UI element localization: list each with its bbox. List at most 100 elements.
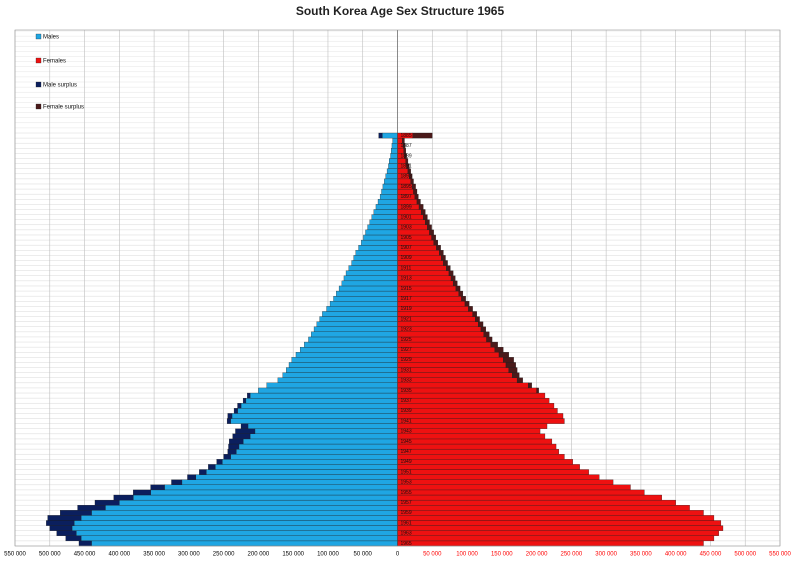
surplus-bar: [405, 158, 409, 164]
category-label: 1909: [401, 255, 412, 261]
x-tick-label: 200 000: [526, 552, 548, 558]
bar: [282, 372, 398, 378]
x-tick-label: 400 000: [108, 552, 130, 558]
surplus-bar: [378, 132, 383, 139]
bar: [397, 418, 565, 424]
legend-label: Female surplus: [43, 105, 84, 111]
bar: [311, 331, 398, 338]
bar: [299, 346, 398, 353]
legend-label: Females: [43, 59, 66, 65]
bar: [385, 173, 398, 180]
bar: [333, 296, 398, 302]
bar: [397, 520, 722, 526]
surplus-bar: [483, 331, 490, 338]
surplus-bar: [199, 469, 207, 475]
bar: [397, 443, 557, 450]
bar: [245, 397, 398, 404]
category-label: 1887: [401, 143, 412, 149]
bar: [355, 250, 398, 256]
bar: [181, 479, 398, 485]
surplus-bar: [49, 525, 73, 531]
category-label: 1943: [401, 429, 412, 435]
surplus-bar: [60, 510, 92, 516]
surplus-bar: [216, 459, 223, 465]
surplus-bar: [427, 224, 432, 231]
category-label: 1891: [401, 163, 412, 169]
bar: [119, 499, 398, 506]
surplus-bar: [46, 520, 75, 526]
category-label: 1893: [401, 174, 412, 180]
category-label: 1961: [401, 520, 412, 526]
category-label: 1945: [401, 439, 412, 445]
bar: [397, 510, 704, 516]
bar: [249, 392, 398, 399]
bar: [367, 224, 398, 231]
x-tick-label: 400 000: [665, 552, 687, 558]
category-label: 1951: [401, 469, 412, 475]
surplus-bar: [512, 372, 520, 378]
category-label: 1959: [401, 510, 412, 516]
bar: [397, 392, 546, 399]
bar: [316, 321, 398, 327]
legend-swatch: [35, 33, 42, 40]
category-label: 1933: [401, 378, 412, 384]
category-label: 1953: [401, 480, 412, 486]
bar: [358, 245, 398, 251]
bar: [258, 387, 398, 394]
bar: [390, 153, 398, 159]
surplus-bar: [233, 408, 238, 414]
surplus-bar: [433, 239, 438, 246]
bar: [195, 474, 398, 480]
bar: [363, 234, 398, 241]
surplus-bar: [446, 265, 451, 271]
x-tick-label: 0: [396, 552, 400, 558]
category-label: 1889: [401, 153, 412, 159]
bar: [377, 199, 398, 205]
bar: [397, 540, 704, 547]
surplus-bar: [237, 403, 242, 409]
bar: [240, 403, 398, 409]
surplus-bar: [480, 326, 486, 333]
surplus-bar: [494, 346, 504, 353]
category-label: 1919: [401, 306, 412, 312]
bar: [222, 459, 398, 465]
bar: [397, 408, 558, 414]
surplus-bar: [425, 219, 430, 225]
x-tick-label: 350 000: [630, 552, 652, 558]
bar: [397, 459, 573, 465]
bar: [388, 163, 398, 169]
surplus-bar: [490, 341, 498, 348]
bar: [391, 143, 398, 149]
bar: [71, 525, 398, 531]
bar: [348, 265, 398, 271]
category-label: 1925: [401, 337, 412, 343]
surplus-bar: [441, 255, 446, 261]
surplus-bar: [478, 321, 484, 327]
bar: [397, 438, 553, 445]
bar: [313, 326, 398, 333]
category-label: 1963: [401, 531, 412, 537]
category-label: 1965: [401, 541, 412, 547]
x-tick-label: 500 000: [39, 552, 61, 558]
legend-swatch: [35, 81, 42, 88]
bar: [392, 137, 398, 144]
surplus-bar: [242, 397, 247, 404]
category-label: 1911: [401, 265, 412, 271]
x-tick-label: 100 000: [456, 552, 478, 558]
surplus-bar: [133, 489, 151, 496]
legend-swatch: [35, 103, 42, 110]
x-tick-label: 250 000: [213, 552, 235, 558]
surplus-bar: [455, 285, 461, 292]
category-label: 1907: [401, 245, 412, 251]
x-tick-label: 200 000: [248, 552, 270, 558]
bar: [291, 357, 398, 363]
bar: [397, 387, 537, 394]
bar: [247, 423, 398, 429]
bar: [397, 474, 600, 480]
bar: [397, 484, 631, 491]
bar: [353, 255, 398, 261]
bar: [397, 372, 513, 378]
surplus-bar: [414, 194, 419, 200]
bar: [389, 158, 398, 164]
surplus-bar: [240, 423, 249, 429]
